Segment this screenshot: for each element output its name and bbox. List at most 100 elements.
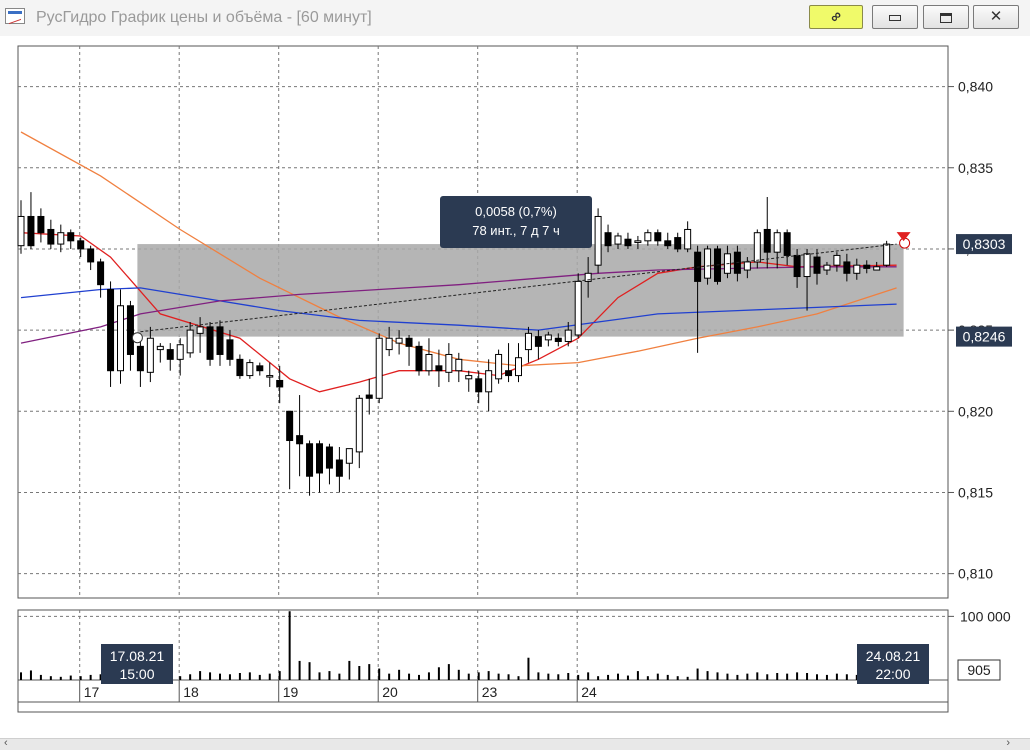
trend-dashed-line bbox=[140, 243, 897, 333]
candle-body-up bbox=[753, 232, 761, 263]
candle-body-up bbox=[704, 248, 712, 279]
price-volume-chart[interactable]: 0,8400,8350,8300,8250,8200,8150,8100,830… bbox=[0, 36, 1030, 738]
candle-body-up bbox=[485, 370, 493, 393]
candle bbox=[126, 300, 134, 371]
candle-body-down bbox=[325, 446, 333, 469]
candle-body-up bbox=[574, 280, 582, 336]
candle-body-down bbox=[126, 305, 134, 355]
candle bbox=[534, 330, 542, 360]
y-tick-label: 0,835 bbox=[958, 160, 993, 176]
candle bbox=[614, 232, 622, 249]
candle-body-up bbox=[355, 397, 363, 453]
maximize-button[interactable] bbox=[923, 5, 969, 29]
link-icon: ∞ bbox=[825, 6, 846, 27]
candle-body-up bbox=[57, 232, 65, 245]
candle bbox=[107, 281, 115, 387]
candle-body-up bbox=[495, 353, 503, 380]
range-annotation: 0,0058 (0,7%) 78 инт., 7 д 7 ч bbox=[440, 196, 592, 248]
date-tick-label: 24 bbox=[581, 684, 597, 700]
candle bbox=[196, 317, 204, 353]
candle bbox=[97, 258, 105, 298]
candle-body-up bbox=[345, 448, 353, 464]
candle-body-down bbox=[166, 349, 174, 360]
cursor-time-left: 15:00 bbox=[119, 666, 154, 682]
candle-body-up bbox=[634, 240, 642, 243]
candle bbox=[763, 196, 771, 269]
candle-body-up bbox=[833, 254, 841, 266]
candle-body-down bbox=[435, 365, 443, 372]
chevron-left-icon[interactable]: ‹ bbox=[4, 737, 8, 749]
candle bbox=[515, 343, 522, 383]
candle bbox=[604, 224, 612, 253]
y-tick-label: 0,810 bbox=[958, 566, 993, 582]
candle bbox=[813, 248, 821, 285]
candle bbox=[783, 229, 791, 266]
candle bbox=[236, 354, 244, 379]
price-axis: 0,8400,8350,8300,8250,8200,8150,8100,830… bbox=[948, 79, 1012, 582]
horizontal-scrollbar[interactable]: ‹ › bbox=[0, 737, 1030, 750]
candle-body-down bbox=[604, 232, 612, 247]
candle bbox=[743, 257, 751, 279]
candle-body-down bbox=[136, 345, 144, 372]
candle-body-up bbox=[883, 243, 891, 266]
cursor-date-left: 17.08.21 bbox=[110, 648, 165, 664]
candle-body-down bbox=[405, 337, 413, 347]
chart-area[interactable]: 0,8400,8350,8300,8250,8200,8150,8100,830… bbox=[0, 36, 1030, 738]
candle bbox=[117, 289, 124, 384]
candle bbox=[216, 320, 224, 366]
candle-body-down bbox=[306, 443, 314, 477]
minimize-button[interactable] bbox=[872, 5, 918, 29]
candle-body-up bbox=[614, 235, 622, 245]
candle bbox=[455, 352, 463, 383]
candle bbox=[644, 229, 652, 246]
cursor-date-right: 24.08.21 bbox=[866, 648, 921, 664]
candle-body-down bbox=[415, 345, 423, 372]
candle-body-up bbox=[773, 232, 781, 253]
candle-body-down bbox=[505, 370, 513, 377]
trend-line bbox=[140, 243, 897, 333]
candle bbox=[206, 322, 214, 366]
minimize-icon bbox=[889, 14, 901, 21]
candle bbox=[684, 221, 692, 253]
candle-body-down bbox=[77, 240, 85, 250]
y-tick-label: 0,820 bbox=[958, 403, 993, 419]
candle bbox=[664, 232, 672, 249]
candle bbox=[624, 232, 632, 249]
candle-body-down bbox=[236, 358, 244, 377]
candle bbox=[823, 261, 831, 275]
candle-body-up bbox=[246, 362, 254, 377]
date-tick-label: 17 bbox=[84, 684, 100, 700]
candle-body-down bbox=[763, 228, 771, 253]
annotation-duration: 78 инт., 7 д 7 ч bbox=[472, 223, 560, 238]
candle-body-down bbox=[27, 215, 35, 247]
candle bbox=[415, 341, 423, 376]
candle-body-down bbox=[47, 228, 55, 245]
candle-body-down bbox=[296, 435, 304, 445]
candle bbox=[465, 370, 473, 392]
price-label: 0,8246 bbox=[963, 329, 1006, 345]
candle bbox=[296, 395, 304, 477]
candle bbox=[256, 362, 264, 376]
date-tick-label: 19 bbox=[283, 684, 299, 700]
candle bbox=[435, 349, 443, 387]
chevron-right-icon[interactable]: › bbox=[1006, 737, 1010, 749]
candle-body-down bbox=[475, 378, 483, 393]
candle-body-up bbox=[385, 337, 393, 351]
candle bbox=[77, 237, 85, 258]
candle-body-down bbox=[216, 326, 224, 355]
candle-body-down bbox=[97, 261, 105, 286]
close-icon: ✕ bbox=[989, 8, 1003, 25]
candle bbox=[246, 359, 254, 379]
candle bbox=[495, 349, 503, 384]
close-button[interactable]: ✕ bbox=[973, 5, 1019, 29]
candle-body-down bbox=[107, 289, 115, 372]
candle bbox=[176, 338, 184, 376]
chart-app-icon bbox=[5, 8, 25, 24]
candle-body-down bbox=[674, 237, 682, 250]
candle-body-down bbox=[554, 337, 562, 342]
candle bbox=[375, 333, 383, 404]
candle-body-up bbox=[803, 253, 811, 278]
candle bbox=[425, 338, 433, 376]
link-button[interactable]: ∞ bbox=[809, 5, 863, 29]
candle bbox=[57, 224, 65, 253]
